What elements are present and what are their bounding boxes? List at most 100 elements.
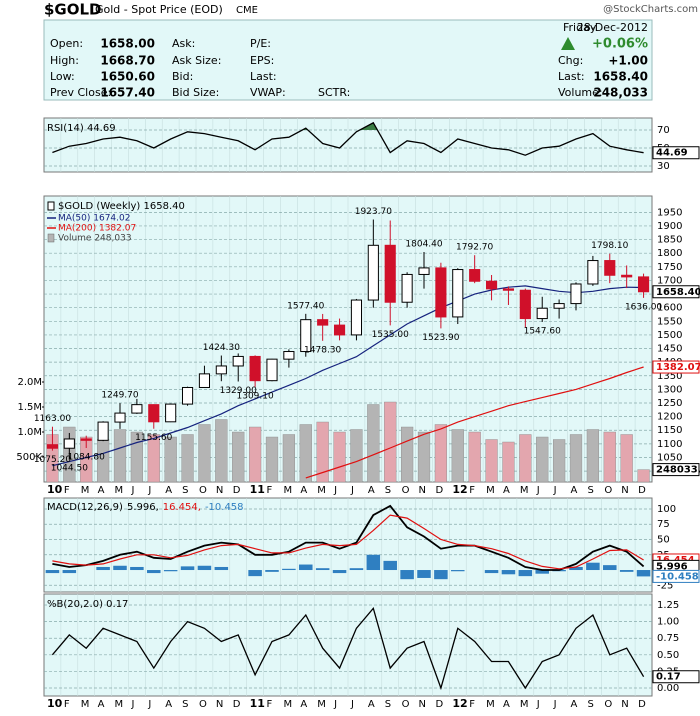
volume-bar <box>569 434 583 483</box>
field-label: Volume: <box>558 86 603 99</box>
x-tick-label: S <box>182 485 188 496</box>
field-value: 1657.40 <box>100 86 155 100</box>
volume-bar <box>401 426 414 483</box>
candle-body <box>232 355 244 367</box>
x-tick-label: S <box>385 485 391 496</box>
candle-body <box>249 355 261 382</box>
legend-swatch <box>47 233 55 243</box>
y-tick-label: 1900 <box>657 221 682 232</box>
panel-title: MACD(12,26,9) 5.996, 16.454, -10.458 <box>47 502 244 513</box>
y-tick-label: 1150 <box>657 425 682 436</box>
x-tick-label: F <box>267 699 273 710</box>
x-tick-label: J <box>147 485 151 496</box>
y-tick-label: 1300 <box>657 384 682 395</box>
volume-bar <box>620 434 633 483</box>
x-tick-label: 10 <box>47 697 63 710</box>
candle-body <box>637 276 650 293</box>
volume-bar <box>113 429 127 483</box>
x-tick-label: J <box>130 485 134 496</box>
candle-body <box>97 421 109 441</box>
x-tick-label: A <box>368 699 375 710</box>
annotation: 1523.90 <box>422 333 459 343</box>
volume-bar <box>417 431 431 483</box>
value-tag-label: -10.458 <box>656 571 699 582</box>
x-tick-label: D <box>638 485 646 496</box>
candle-body <box>283 351 295 360</box>
field-label: Ask: <box>172 37 195 50</box>
x-tick-label: O <box>199 485 207 496</box>
annotation: 1547.60 <box>524 326 561 336</box>
x-tick-label: F <box>469 485 475 496</box>
x-tick-label: J <box>147 699 151 710</box>
x-tick-label: D <box>435 485 443 496</box>
volume-bar <box>485 439 498 483</box>
candle-body <box>536 307 548 320</box>
volume-bar <box>350 429 363 483</box>
volume-bar <box>215 419 228 483</box>
volume-bar <box>164 436 177 483</box>
field-label: High: <box>50 54 79 67</box>
value-tag <box>652 569 700 583</box>
x-tick-label: M <box>283 699 292 710</box>
y2-tick-label: 500K <box>16 452 42 463</box>
up-arrow <box>561 37 575 50</box>
credit: @StockCharts.com <box>603 4 698 15</box>
x-tick-label: A <box>571 699 578 710</box>
security-name: Gold - Spot Price (EOD) <box>95 3 223 16</box>
histogram-bar <box>366 554 381 571</box>
histogram-bar <box>163 570 178 572</box>
value-tag <box>652 463 700 477</box>
x-tick-label: J <box>536 485 540 496</box>
candle-body <box>452 269 464 318</box>
x-tick-label: N <box>216 485 223 496</box>
candle-body <box>604 260 616 276</box>
candle-body <box>418 267 430 275</box>
y2-tick-label: 2.0M <box>17 377 42 388</box>
legend-entry: 16.454, <box>163 502 201 513</box>
field-label: Bid Size: <box>172 86 219 99</box>
panel-title: $GOLD (Weekly) 1658.40 <box>58 201 185 212</box>
candle-body <box>401 273 413 303</box>
annotation: 1075.20 <box>34 455 71 465</box>
candle-body <box>266 358 278 382</box>
candle-body <box>300 319 312 353</box>
x-tick-label: F <box>267 485 273 496</box>
x-tick-label: M <box>115 699 124 710</box>
volume-bar <box>384 401 397 483</box>
candle-body <box>519 289 531 320</box>
histogram-bar <box>299 564 313 571</box>
y-tick-label: 1.25 <box>657 600 679 611</box>
exchange: CME <box>236 5 258 16</box>
overbought-fill <box>302 122 378 130</box>
y-tick-label: 1500 <box>657 330 682 341</box>
y-tick-label: 30 <box>657 161 670 172</box>
annotation: 1535.00 <box>372 330 409 340</box>
x-tick-label: M <box>520 485 529 496</box>
candle-body <box>317 319 329 326</box>
candle-body <box>114 412 126 423</box>
histogram-bar <box>383 560 397 571</box>
candle-body <box>621 274 633 278</box>
moving-average <box>52 285 644 467</box>
x-tick-label: J <box>536 699 540 710</box>
field-label: Last: <box>250 70 277 83</box>
candle-body <box>181 386 194 405</box>
y-tick-label: 1550 <box>657 316 682 327</box>
symbol: $GOLD <box>44 1 102 19</box>
candle-body <box>485 280 498 290</box>
x-tick-label: M <box>520 699 529 710</box>
y-tick-label: 50 <box>657 535 670 546</box>
value-tag-label: 1382.07 <box>656 362 700 373</box>
x-tick-label: J <box>333 485 337 496</box>
x-tick-label: D <box>233 699 241 710</box>
candle-body <box>46 444 59 449</box>
value-tag-label: 248033.00 <box>656 465 700 476</box>
annotation: 1044.50 <box>51 463 88 473</box>
x-tick-label: A <box>165 485 172 496</box>
volume-bar <box>333 431 346 483</box>
legend-entry: -10.458 <box>205 502 244 513</box>
field-label: Prev Close: <box>50 86 111 99</box>
candle-body <box>63 438 75 449</box>
histogram-bar <box>619 570 634 572</box>
